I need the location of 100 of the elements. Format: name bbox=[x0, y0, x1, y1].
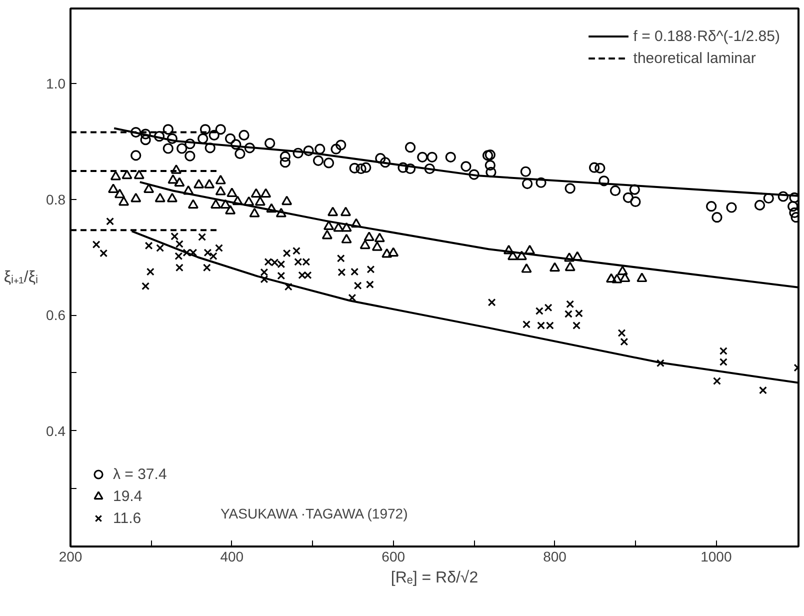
legend-label: f = 0.188·Rδ^(-1/2.85) bbox=[633, 28, 780, 44]
point bbox=[210, 199, 222, 209]
point bbox=[168, 174, 178, 184]
point bbox=[564, 252, 575, 262]
point bbox=[713, 377, 721, 386]
y-tick-label: 1.0 bbox=[46, 76, 66, 92]
x-tick-label: 800 bbox=[543, 548, 567, 564]
point bbox=[175, 264, 184, 272]
point bbox=[516, 250, 527, 260]
point bbox=[170, 232, 179, 240]
point bbox=[276, 208, 286, 218]
point bbox=[323, 220, 334, 230]
point bbox=[564, 310, 572, 318]
point bbox=[348, 294, 356, 302]
point bbox=[350, 218, 362, 228]
point bbox=[122, 170, 132, 180]
point bbox=[340, 206, 352, 216]
point bbox=[382, 248, 392, 258]
point bbox=[244, 196, 254, 206]
point bbox=[574, 309, 583, 318]
point bbox=[254, 196, 266, 206]
point bbox=[134, 170, 144, 180]
point bbox=[110, 170, 121, 180]
point bbox=[617, 266, 628, 276]
point bbox=[166, 192, 178, 202]
point bbox=[266, 203, 277, 213]
point bbox=[232, 196, 243, 206]
point bbox=[170, 164, 182, 174]
point bbox=[143, 184, 154, 193]
point bbox=[106, 217, 114, 226]
point bbox=[282, 249, 291, 258]
y-tick-label: 0.6 bbox=[46, 307, 66, 324]
point bbox=[336, 254, 345, 262]
point bbox=[92, 240, 100, 249]
point bbox=[154, 192, 166, 202]
point bbox=[612, 274, 622, 284]
point bbox=[372, 241, 382, 251]
point bbox=[174, 252, 183, 260]
legend-label: 19.4 bbox=[113, 488, 142, 504]
point bbox=[225, 204, 236, 214]
y-tick-label: 0.4 bbox=[46, 422, 66, 439]
point bbox=[521, 263, 532, 273]
point bbox=[572, 251, 583, 261]
point bbox=[174, 177, 185, 187]
point bbox=[503, 244, 514, 254]
point bbox=[656, 359, 664, 368]
point bbox=[194, 178, 204, 188]
point bbox=[292, 246, 300, 255]
legend-label: 11.6 bbox=[113, 510, 142, 526]
point bbox=[250, 188, 262, 198]
x-tick-label: 1000 bbox=[700, 548, 732, 564]
x-tick-label: 600 bbox=[382, 548, 406, 564]
point bbox=[549, 262, 560, 272]
point bbox=[524, 244, 536, 254]
point bbox=[100, 249, 108, 258]
point bbox=[183, 185, 194, 195]
point bbox=[535, 307, 544, 316]
point bbox=[282, 196, 292, 206]
point bbox=[759, 386, 767, 394]
point bbox=[719, 346, 728, 355]
point bbox=[636, 272, 648, 282]
legend-label: λ = 37.4 bbox=[113, 466, 167, 482]
point bbox=[364, 232, 374, 241]
point bbox=[175, 240, 184, 248]
point bbox=[198, 233, 206, 241]
point bbox=[341, 222, 352, 232]
point bbox=[260, 275, 268, 284]
point bbox=[215, 174, 226, 184]
point bbox=[618, 329, 626, 338]
point bbox=[507, 250, 518, 260]
point bbox=[260, 268, 268, 276]
x-tick-label: 400 bbox=[220, 548, 244, 564]
y-axis-title: ξᵢ₊₁/ξᵢ bbox=[4, 269, 38, 286]
point bbox=[215, 244, 223, 252]
point bbox=[366, 265, 375, 274]
point bbox=[338, 268, 346, 276]
point bbox=[215, 186, 226, 196]
point bbox=[277, 272, 286, 280]
point bbox=[188, 199, 198, 209]
point bbox=[220, 199, 231, 209]
point bbox=[544, 304, 552, 312]
point bbox=[130, 192, 142, 202]
point bbox=[226, 188, 238, 198]
point bbox=[374, 232, 385, 242]
point bbox=[606, 273, 617, 283]
point bbox=[108, 184, 119, 193]
point bbox=[322, 230, 332, 240]
legend-label: theoretical laminar bbox=[633, 50, 756, 66]
point bbox=[328, 206, 338, 216]
point bbox=[620, 338, 628, 346]
point bbox=[202, 264, 211, 272]
point bbox=[350, 268, 359, 276]
point bbox=[156, 244, 164, 252]
point bbox=[620, 272, 630, 282]
point bbox=[354, 282, 362, 290]
point bbox=[249, 208, 260, 218]
point bbox=[719, 358, 728, 366]
point bbox=[388, 247, 399, 257]
point bbox=[144, 242, 153, 250]
point bbox=[142, 282, 150, 290]
